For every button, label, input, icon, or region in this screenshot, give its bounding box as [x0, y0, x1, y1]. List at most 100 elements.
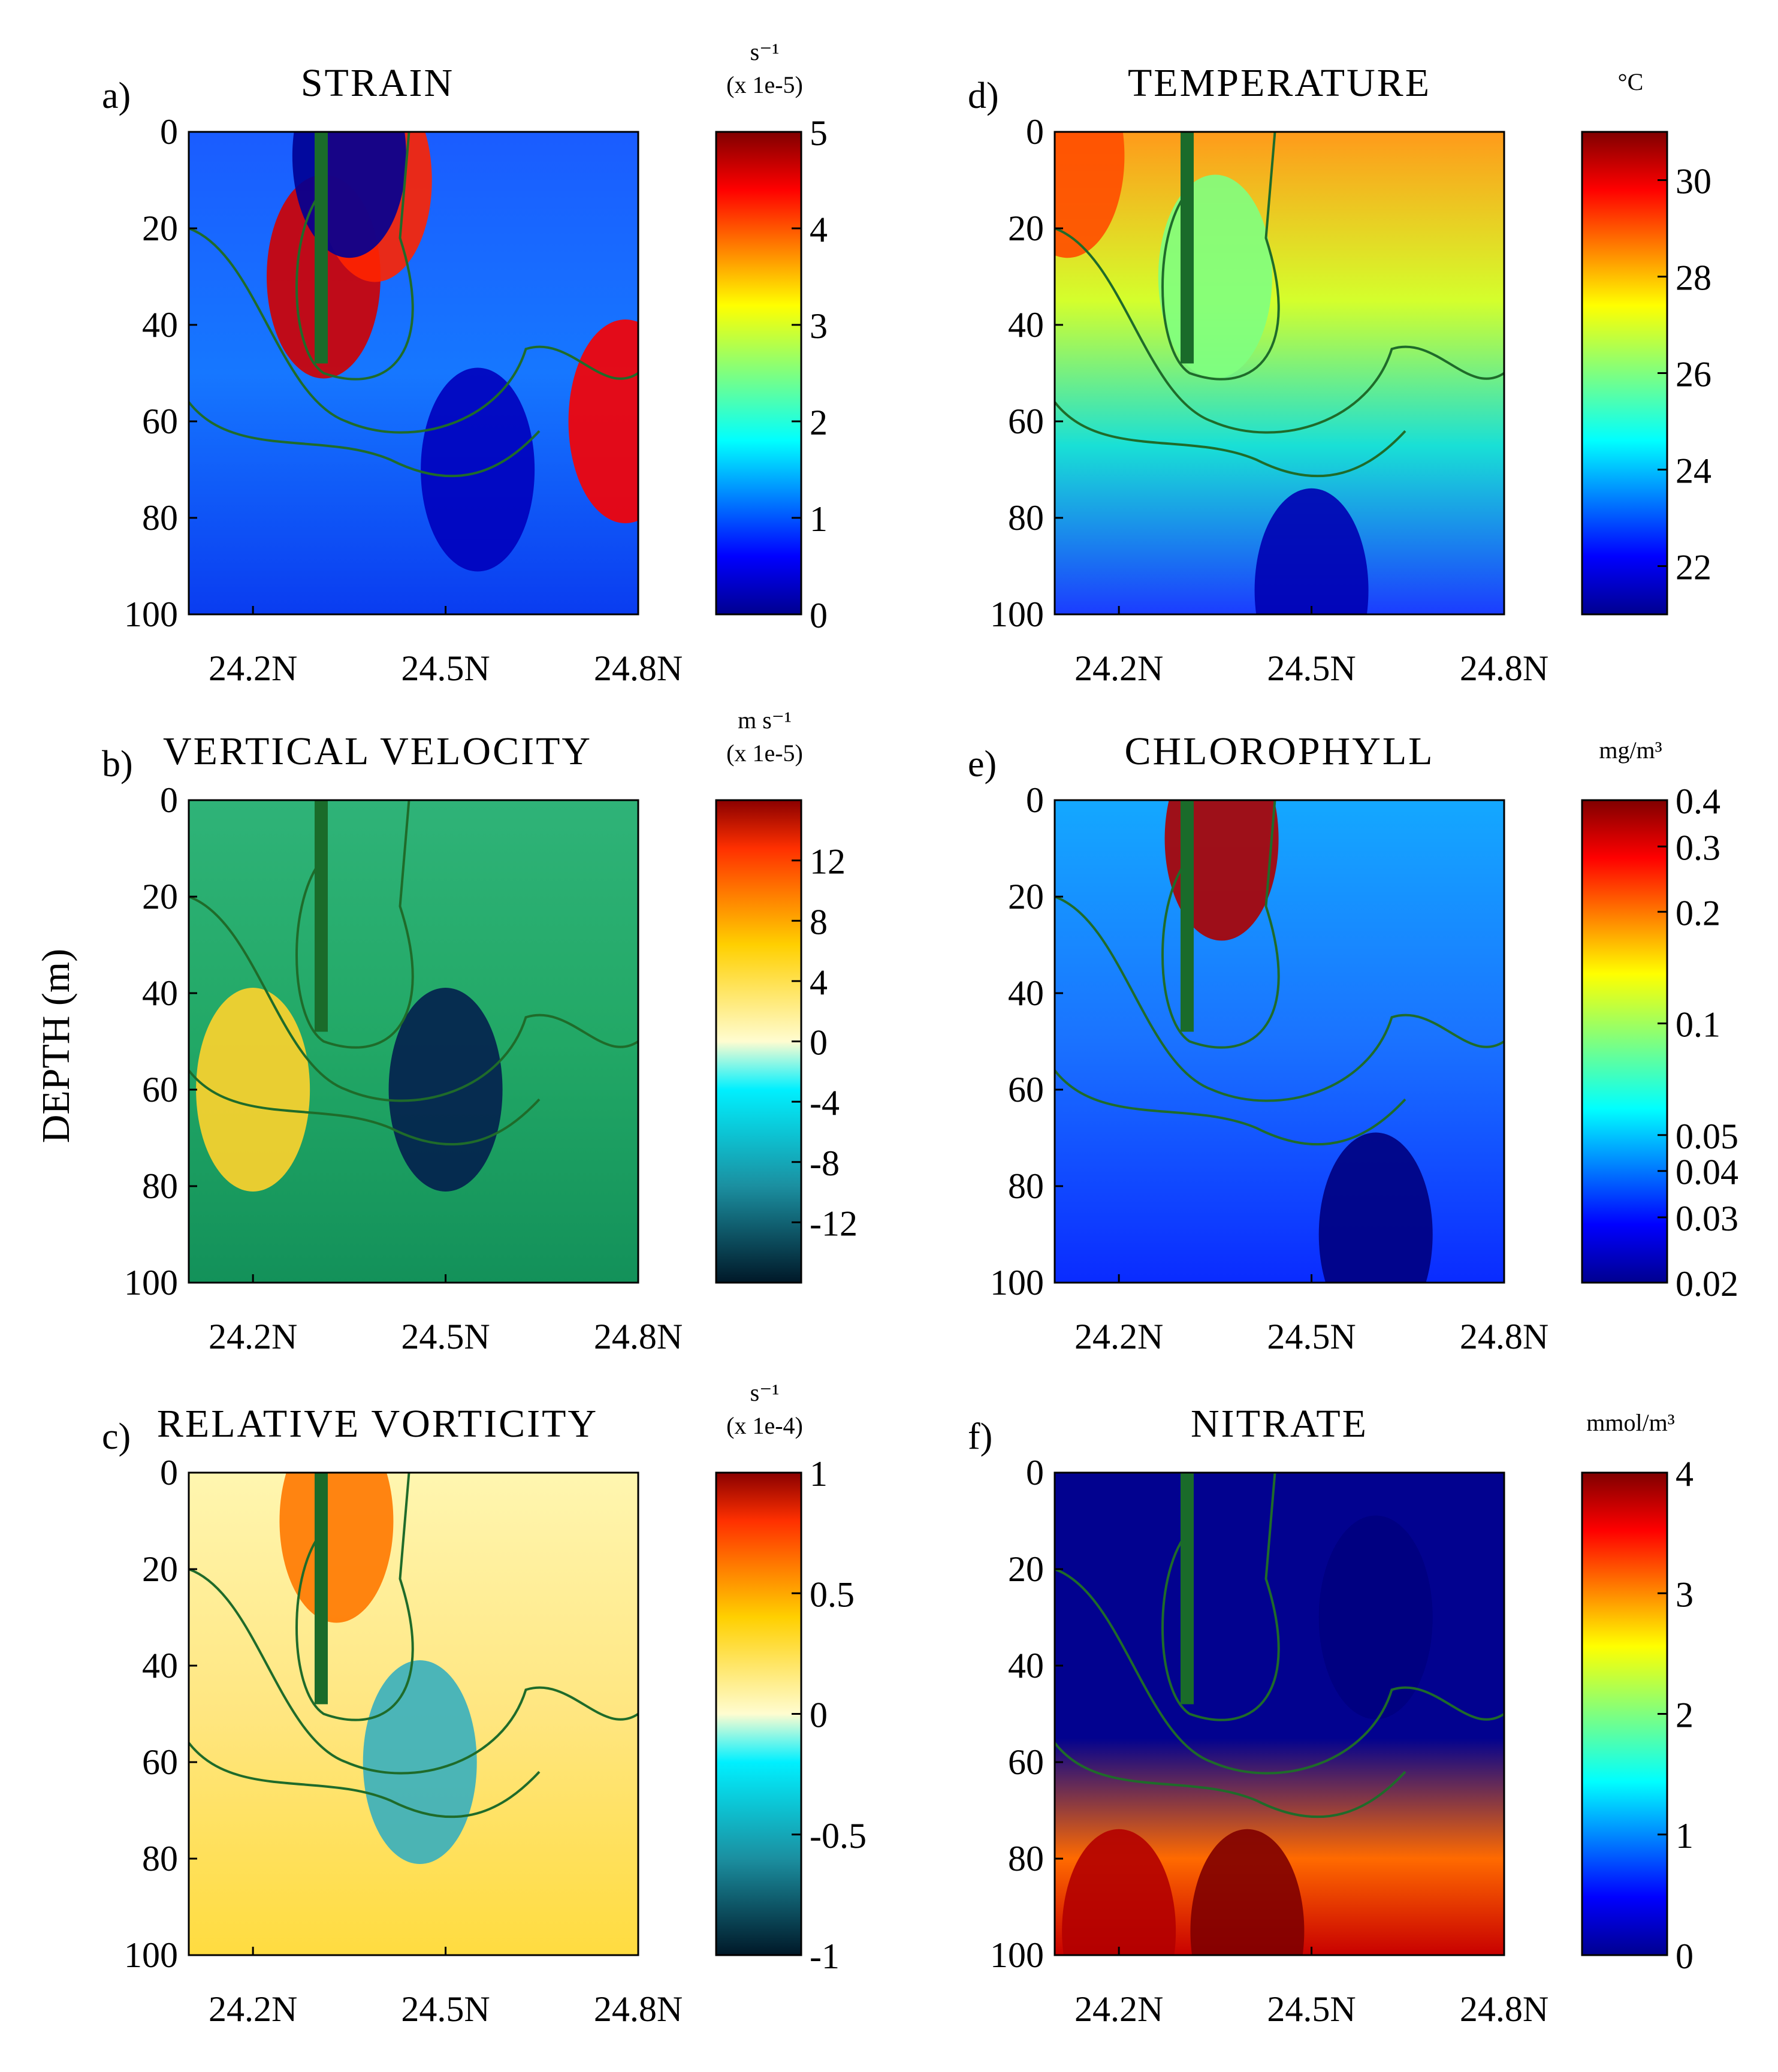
panel-e-xtick-label: 24.2N	[1074, 1317, 1163, 1356]
panel-c: c) RELATIVE VORTICITY 0 20 40 60 80 100 24.2N 24.…	[102, 1379, 867, 2029]
panel-a-ytick-label: 20	[142, 209, 178, 248]
panel-a-cb-tick-label: 5	[810, 113, 828, 153]
panel-f-xtick-label: 24.2N	[1074, 1989, 1163, 2029]
panel-c-xtick-label: 24.8N	[594, 1989, 683, 2029]
panel-f-contour	[1055, 1742, 1406, 1818]
panel-a-ytick-label: 0	[160, 112, 178, 152]
panel-a-cb-tick-label: 2	[810, 403, 828, 442]
panel-d-letter: d)	[968, 76, 999, 116]
panel-e-contour	[1055, 895, 1504, 1102]
panel-d-contour	[1055, 401, 1406, 478]
panel-d-cb-tick-label: 22	[1676, 548, 1711, 587]
panel-e-cb-tick-label: 0.04	[1676, 1153, 1738, 1192]
panel-e-contour	[1161, 800, 1280, 1049]
panel-f-frame	[1053, 1471, 1505, 1956]
panel-e-feature	[1318, 1132, 1433, 1283]
panel-e-ytick-label: 80	[1008, 1166, 1044, 1206]
panel-f-features	[1062, 1515, 1433, 1955]
panel-d-cb-tick-label: 26	[1676, 355, 1711, 394]
panel-c-contour	[189, 1742, 541, 1818]
panel-c-colorbar	[715, 1471, 802, 1956]
shared-ylabel: DEPTH (m)	[34, 949, 78, 1143]
panel-b-ytick-label: 60	[142, 1070, 178, 1109]
panel-a-frame	[188, 131, 639, 616]
panel-c-ytick-label: 40	[142, 1646, 178, 1685]
panel-f-cb-tick-label: 0	[1676, 1937, 1694, 1976]
panel-c-cb-tick-label: 0.5	[810, 1575, 855, 1614]
panel-a-cb-tick-label: 4	[810, 210, 828, 249]
panel-c-ytick-label: 60	[142, 1742, 178, 1782]
panel-c-cb-tick-label: -1	[810, 1937, 840, 1976]
panel-c-units: s⁻¹	[750, 1379, 780, 1406]
panel-d-ytick-label: 60	[1008, 402, 1044, 441]
panel-d-cb-tick-label: 30	[1676, 162, 1711, 201]
panel-c-cb-tick-label: 0	[810, 1696, 828, 1735]
panel-a: a) STRAIN 0 20 40 60 80 100 24.2N 24.5N 24.8N 5 4 3 2 1…	[102, 38, 828, 688]
panel-d-contour	[1161, 132, 1280, 381]
panel-d-xtick-label: 24.5N	[1267, 649, 1356, 688]
panel-b-ytick-label: 40	[142, 973, 178, 1013]
panel-b-cb-tick-label: 0	[810, 1023, 828, 1063]
panel-c-xtick-label: 24.5N	[401, 1989, 490, 2029]
panel-c-contours	[189, 1473, 638, 1818]
panel-d-units: °C	[1618, 68, 1644, 95]
panel-d-feature	[1158, 174, 1272, 379]
panel-d-ytick-label: 0	[1026, 112, 1044, 152]
panel-f-xtick-label: 24.5N	[1267, 1989, 1356, 2029]
panel-f-xtick-label: 24.8N	[1460, 1989, 1548, 2029]
panel-f-colorbar	[1581, 1471, 1668, 1956]
panel-a-contour	[189, 227, 638, 434]
panel-d-contour	[1055, 227, 1504, 434]
panel-b-ytick-label: 80	[142, 1166, 178, 1206]
panel-d-frame	[1053, 131, 1505, 616]
panel-b-contour	[295, 800, 414, 1049]
panel-a-feature	[421, 367, 535, 572]
panel-d-colorbar	[1581, 131, 1668, 616]
panel-d-ytick-label: 80	[1008, 498, 1044, 538]
panel-d-ytick-label: 100	[990, 595, 1044, 634]
panel-c-feature	[279, 1473, 394, 1623]
panel-a-colorbar	[715, 131, 802, 616]
panel-f-units: mmol/m³	[1586, 1409, 1675, 1436]
panel-b-frame	[188, 799, 639, 1284]
panel-a-ytick-label: 60	[142, 402, 178, 441]
panel-b-contours	[189, 800, 638, 1146]
panel-b-ytick-label: 100	[124, 1263, 178, 1302]
panel-e-cb-tick-label: 0.4	[1676, 782, 1720, 821]
panel-a-cb-tick-label: 1	[810, 499, 828, 539]
panel-d-feature	[1254, 488, 1369, 614]
panel-d-contours	[1055, 132, 1504, 478]
panel-a-units: s⁻¹	[750, 38, 780, 65]
panel-d-title: TEMPERATURE	[1128, 61, 1431, 105]
panel-a-cb-tick-label: 3	[810, 306, 828, 346]
panel-a-contour	[295, 132, 414, 381]
panel-e-contours	[1055, 800, 1504, 1146]
panel-f-cb-tick-label: 2	[1676, 1696, 1694, 1735]
panel-b-cb-tick-label: 4	[810, 963, 828, 1002]
panel-b-ytick-label: 20	[142, 877, 178, 916]
panel-b-xtick-label: 24.8N	[594, 1317, 683, 1356]
panel-f-cb-tick-label: 4	[1676, 1454, 1694, 1494]
panel-f-ytick-label: 80	[1008, 1839, 1044, 1878]
panel-f-title: NITRATE	[1191, 1402, 1368, 1446]
panel-e-frame	[1053, 799, 1505, 1284]
panel-b-colorbar	[715, 799, 802, 1284]
panel-e-xtick-label: 24.8N	[1460, 1317, 1548, 1356]
panel-b-units: m s⁻¹	[738, 707, 792, 734]
panel-e-letter: e)	[968, 744, 997, 785]
panel-e-cb-tick-label: 0.03	[1676, 1199, 1738, 1238]
panel-d-xtick-label: 24.2N	[1074, 649, 1163, 688]
panel-f-ytick-label: 100	[990, 1935, 1044, 1975]
panel-b-units-scale: (x 1e-5)	[726, 740, 803, 767]
panel-a-letter: a)	[102, 76, 131, 116]
panel-c-contour	[189, 1568, 638, 1775]
panel-c-units-scale: (x 1e-4)	[726, 1412, 803, 1439]
panel-d-feature	[1055, 132, 1125, 258]
panel-f-contour	[1055, 1568, 1504, 1775]
panel-c-letter: c)	[102, 1416, 131, 1457]
panel-c-features	[279, 1473, 477, 1864]
panel-d-front-band	[1181, 132, 1194, 364]
panel-f-front-band	[1181, 1473, 1194, 1705]
